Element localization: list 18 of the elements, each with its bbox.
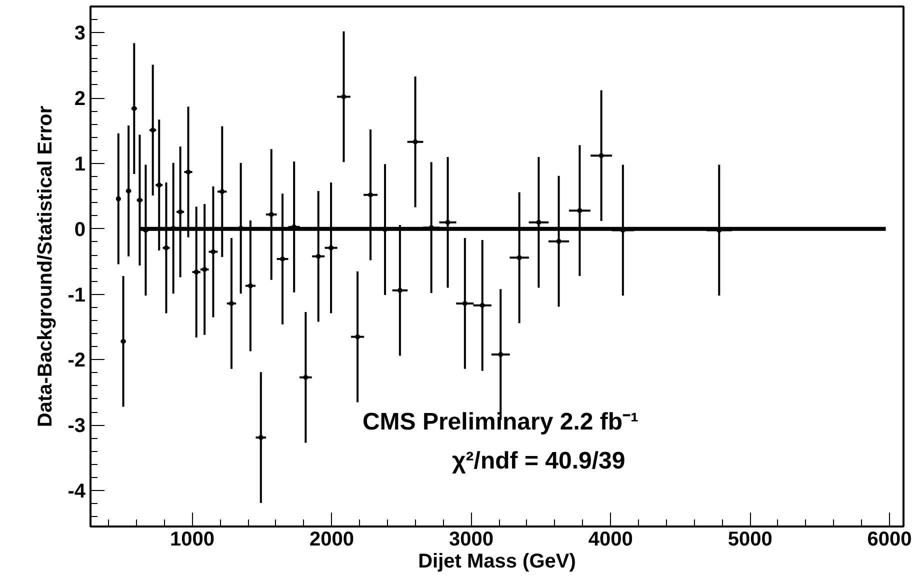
x-tick-label: 3000 (448, 528, 494, 550)
x-tick-label: 5000 (728, 528, 772, 550)
y-axis-title: Data-Background/Statistical Error (34, 106, 57, 428)
y-tick-label: 3 (74, 22, 86, 45)
y-tick-label: 0 (74, 218, 86, 241)
x-tick-label: 2000 (310, 528, 354, 550)
y-tick-label: -1 (68, 284, 86, 306)
y-tick-label: -2 (68, 350, 86, 372)
annotation: CMS Preliminary 2.2 fb⁻¹ (362, 408, 639, 436)
y-tick-label: 2 (74, 88, 86, 110)
x-tick-label: 4000 (588, 528, 633, 550)
y-tick-label: -4 (68, 480, 86, 503)
annotation: χ²/ndf = 40.9/39 (452, 448, 626, 475)
x-tick-label: 6000 (867, 528, 912, 550)
x-tick-label: 1000 (170, 528, 215, 550)
y-tick-label: 1 (74, 153, 86, 176)
y-tick-label: -3 (68, 415, 86, 438)
x-axis-title: Dijet Mass (GeV) (418, 550, 576, 572)
